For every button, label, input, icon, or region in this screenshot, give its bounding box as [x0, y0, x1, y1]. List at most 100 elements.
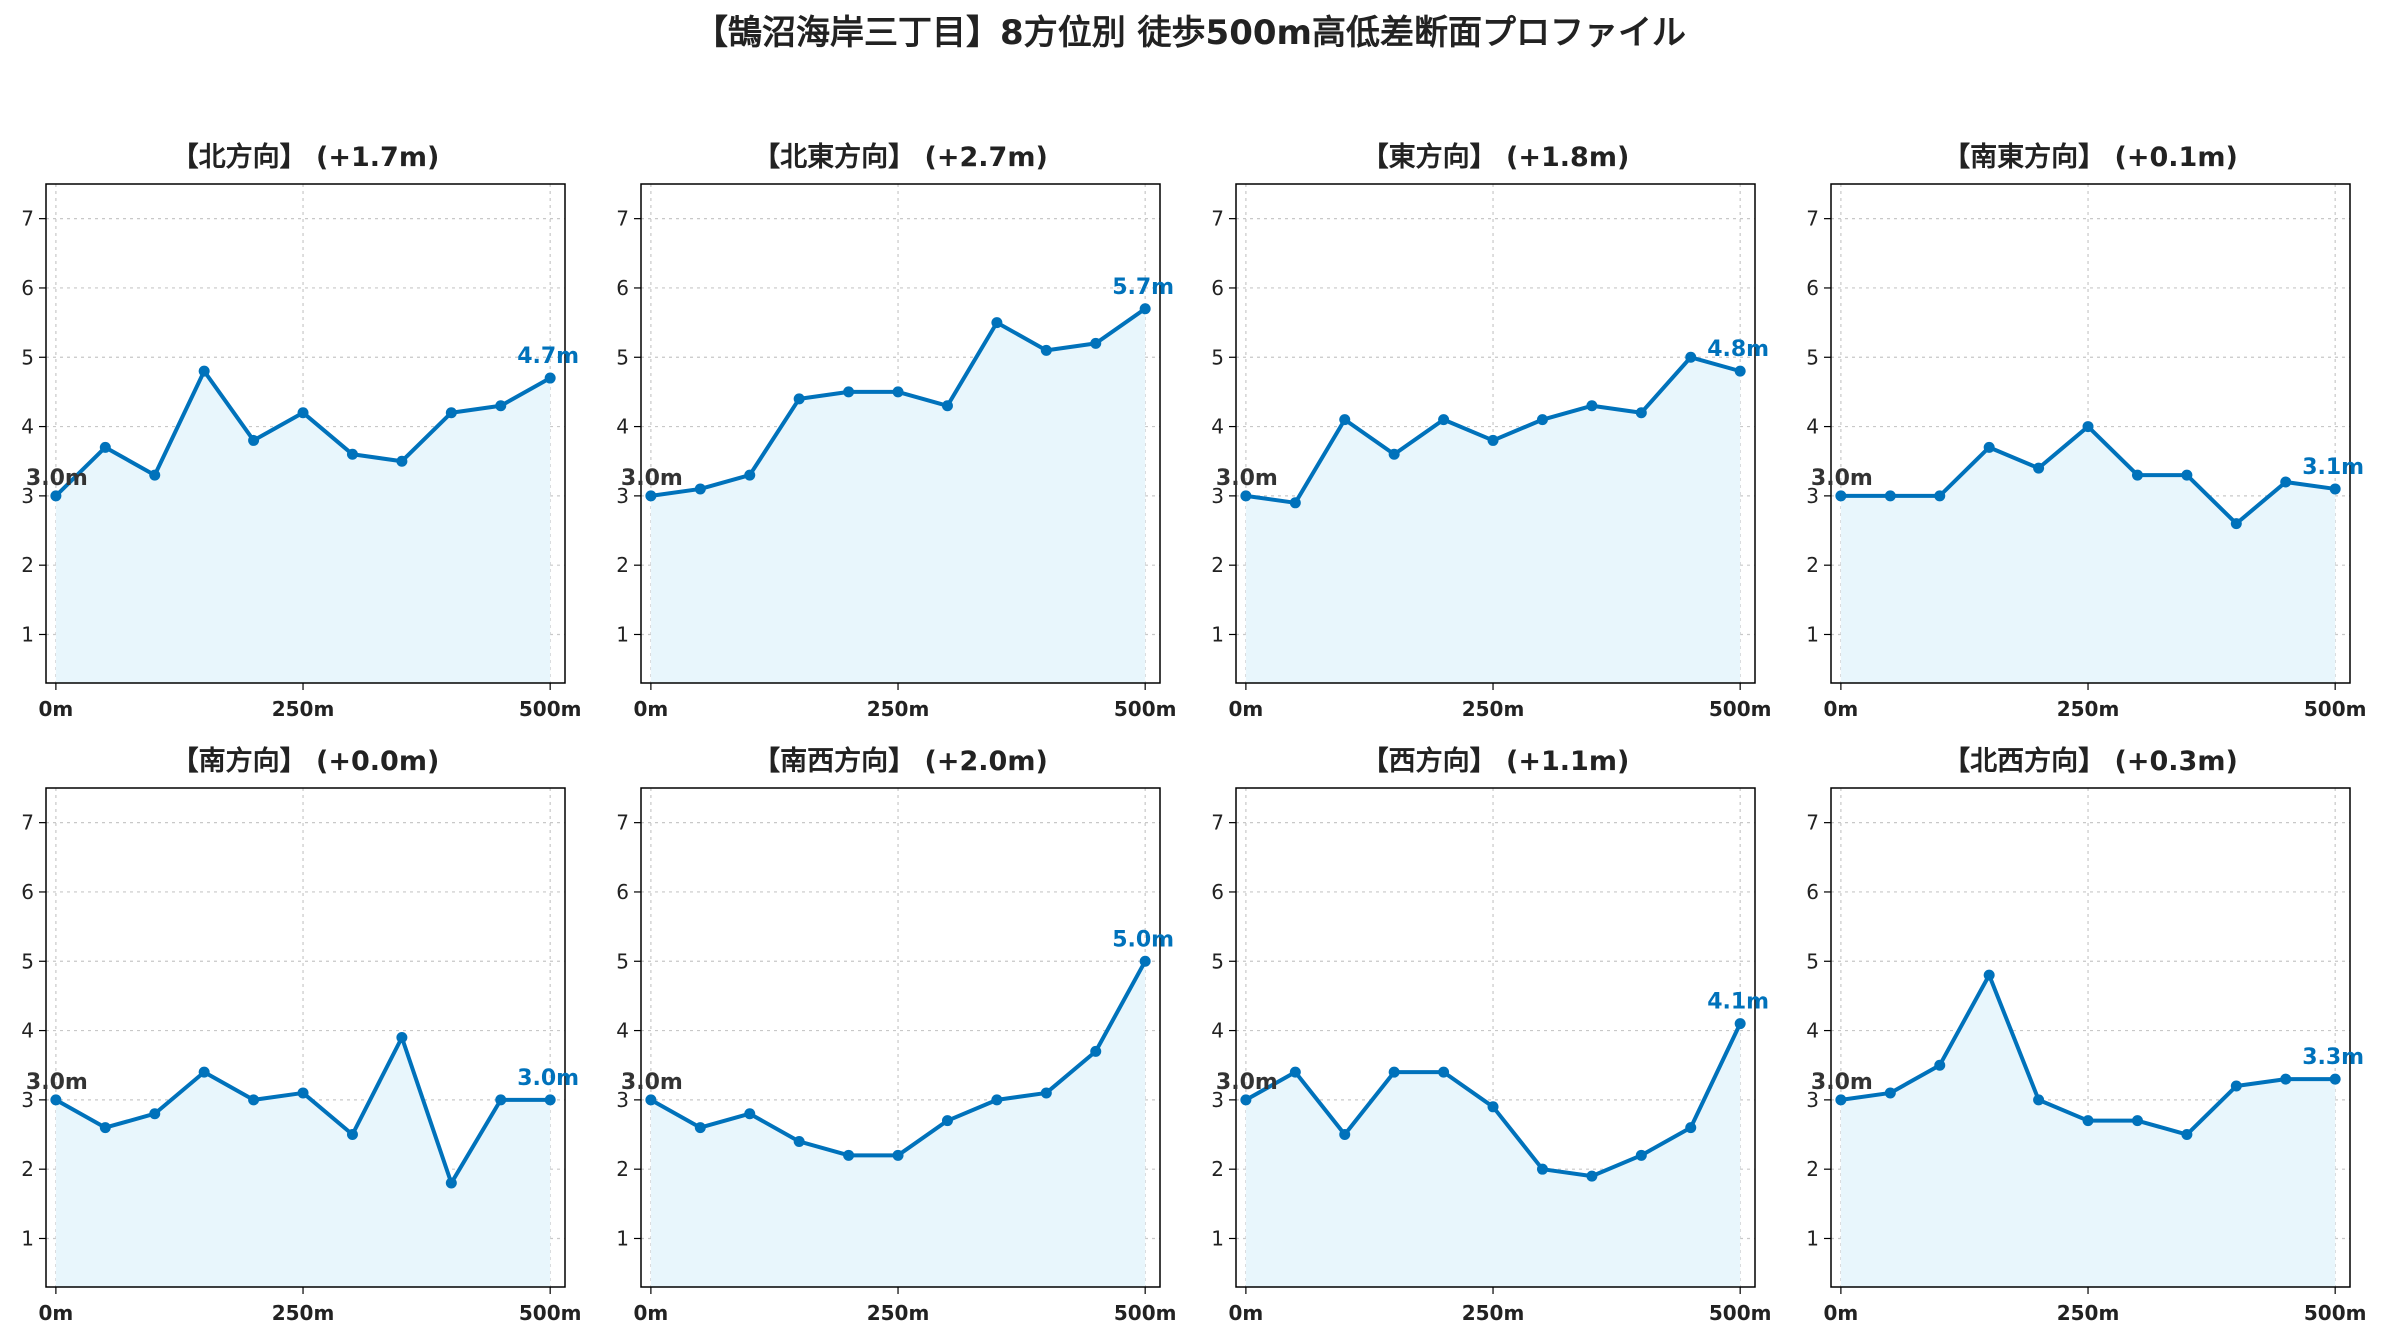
y-tick-label: 6: [616, 880, 629, 904]
data-point: [1339, 414, 1351, 426]
start-elevation-label: 3.0m: [26, 1070, 88, 1095]
y-tick-label: 7: [21, 207, 34, 231]
data-point: [50, 490, 62, 502]
y-tick-label: 4: [1211, 415, 1224, 439]
data-point: [1487, 1101, 1499, 1113]
y-tick-label: 5: [21, 949, 34, 973]
plot-frame: [45, 787, 566, 1288]
y-tick-label: 1: [21, 1226, 34, 1250]
y-tick-label: 7: [1806, 207, 1819, 231]
x-tick-label: 0m: [634, 697, 669, 721]
data-point: [892, 386, 904, 398]
y-tick-label: 2: [1211, 553, 1224, 577]
data-point: [445, 407, 457, 419]
data-point: [991, 1094, 1003, 1106]
x-tick-label: 500m: [1114, 697, 1177, 721]
data-point: [2230, 518, 2242, 530]
y-tick-label: 5: [616, 345, 629, 369]
data-point: [297, 407, 309, 419]
data-point: [2181, 1129, 2193, 1141]
data-point: [2329, 1073, 2341, 1085]
y-tick-label: 4: [1806, 415, 1819, 439]
y-tick-label: 3: [21, 484, 34, 508]
x-tick-label: 0m: [1229, 1301, 1264, 1325]
data-point: [1734, 365, 1746, 377]
y-tick-label: 7: [616, 207, 629, 231]
data-point: [50, 1094, 62, 1106]
data-point: [744, 1108, 756, 1120]
y-tick-label: 2: [21, 1157, 34, 1181]
panel-title: 【北西方向】 (+0.3m): [1943, 745, 2238, 777]
start-elevation-label: 3.0m: [1811, 466, 1873, 491]
x-tick-label: 500m: [2304, 697, 2367, 721]
x-tick-label: 250m: [272, 1301, 335, 1325]
panel-title: 【北東方向】 (+2.7m): [753, 141, 1048, 173]
x-tick-label: 250m: [1462, 697, 1525, 721]
data-point: [396, 455, 408, 467]
data-point: [694, 1122, 706, 1134]
panel-title: 【西方向】 (+1.1m): [1362, 745, 1630, 777]
x-tick-label: 250m: [272, 697, 335, 721]
y-tick-label: 7: [1211, 207, 1224, 231]
data-point: [991, 317, 1003, 329]
data-point: [1339, 1129, 1351, 1141]
y-tick-label: 6: [1211, 276, 1224, 300]
x-tick-label: 500m: [1114, 1301, 1177, 1325]
chart-panel: 【南西方向】 (+2.0m) 1 2 3 4 5 6 7 0m 250m 500m 3.0m 5.0m: [616, 745, 1176, 1325]
data-point: [149, 469, 161, 481]
data-point: [297, 1087, 309, 1099]
data-point: [1090, 1045, 1102, 1057]
area-fill: [650, 308, 1146, 683]
y-tick-label: 6: [616, 276, 629, 300]
data-point: [1536, 1163, 1548, 1175]
y-tick-label: 2: [616, 1157, 629, 1181]
panel-title: 【南東方向】 (+0.1m): [1943, 141, 2238, 173]
data-point: [1139, 303, 1151, 315]
figure-title: 【鵠沼海岸三丁目】8方位別 徒歩500m高低差断面プロファイル: [694, 13, 1686, 53]
y-tick-label: 3: [1806, 1088, 1819, 1112]
start-elevation-label: 3.0m: [1811, 1070, 1873, 1095]
y-tick-label: 7: [1806, 811, 1819, 835]
x-tick-label: 250m: [867, 697, 930, 721]
data-point: [1586, 1170, 1598, 1182]
data-point: [2280, 476, 2292, 488]
data-point: [248, 1094, 260, 1106]
data-point: [1240, 1094, 1252, 1106]
data-point: [1040, 344, 1052, 356]
data-point: [2230, 1080, 2242, 1092]
x-tick-label: 0m: [39, 697, 74, 721]
start-elevation-label: 3.0m: [1216, 466, 1278, 491]
data-point: [396, 1032, 408, 1043]
plot-frame: [640, 183, 1161, 684]
chart-panel: 【南方向】 (+0.0m) 1 2 3 4 5 6 7 0m 250m 500m 3.0m 3.0m: [21, 745, 581, 1325]
y-tick-label: 4: [21, 415, 34, 439]
data-point: [1040, 1087, 1052, 1099]
data-point: [1438, 1066, 1450, 1078]
y-tick-label: 7: [1211, 811, 1224, 835]
y-tick-label: 3: [616, 484, 629, 508]
y-tick-label: 6: [1211, 880, 1224, 904]
plot-frame: [1235, 183, 1756, 684]
area-fill: [1840, 426, 2336, 683]
y-tick-label: 4: [616, 1019, 629, 1043]
data-point: [2131, 469, 2143, 481]
y-tick-label: 5: [21, 345, 34, 369]
y-tick-label: 2: [1806, 1157, 1819, 1181]
x-tick-label: 500m: [1709, 697, 1772, 721]
data-point: [1635, 407, 1647, 419]
data-point: [1884, 490, 1896, 502]
panel-title: 【南西方向】 (+2.0m): [753, 745, 1048, 777]
x-tick-label: 250m: [867, 1301, 930, 1325]
data-point: [1934, 490, 1946, 502]
chart-panel: 【北西方向】 (+0.3m) 1 2 3 4 5 6 7 0m 250m 500m 3.0m 3.3m: [1806, 745, 2366, 1325]
plot-frame: [1235, 787, 1756, 1288]
y-tick-label: 4: [616, 415, 629, 439]
data-point: [843, 386, 855, 398]
end-elevation-label: 5.7m: [1112, 275, 1174, 300]
data-point: [149, 1108, 161, 1120]
y-tick-label: 5: [1806, 949, 1819, 973]
chart-panel: 【北東方向】 (+2.7m) 1 2 3 4 5 6 7 0m 250m 500m 3.0m 5.7m: [616, 141, 1176, 721]
data-point: [1685, 351, 1697, 363]
y-tick-label: 4: [1806, 1019, 1819, 1043]
